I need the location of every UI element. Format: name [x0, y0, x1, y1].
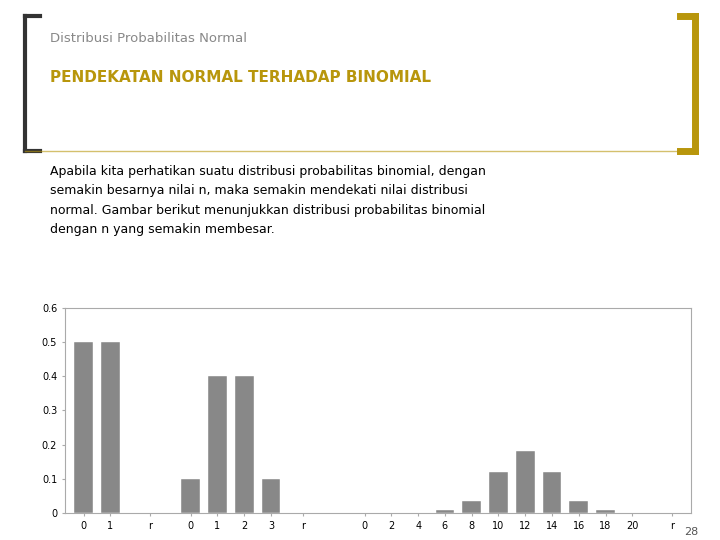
- Bar: [436, 510, 454, 513]
- Bar: [543, 472, 562, 513]
- Text: Apabila kita perhatikan suatu distribusi probabilitas binomial, dengan
semakin b: Apabila kita perhatikan suatu distribusi…: [50, 165, 486, 236]
- Bar: [570, 501, 588, 513]
- Bar: [489, 472, 508, 513]
- Bar: [181, 479, 200, 513]
- Bar: [74, 342, 93, 513]
- Bar: [596, 510, 615, 513]
- Text: PENDEKATAN NORMAL TERHADAP BINOMIAL: PENDEKATAN NORMAL TERHADAP BINOMIAL: [50, 70, 431, 85]
- Bar: [208, 376, 227, 513]
- Bar: [101, 342, 120, 513]
- Bar: [516, 451, 534, 513]
- Bar: [462, 501, 481, 513]
- Text: Distribusi Probabilitas Normal: Distribusi Probabilitas Normal: [50, 32, 248, 45]
- Bar: [261, 479, 280, 513]
- Text: 28: 28: [684, 527, 698, 537]
- Bar: [235, 376, 253, 513]
